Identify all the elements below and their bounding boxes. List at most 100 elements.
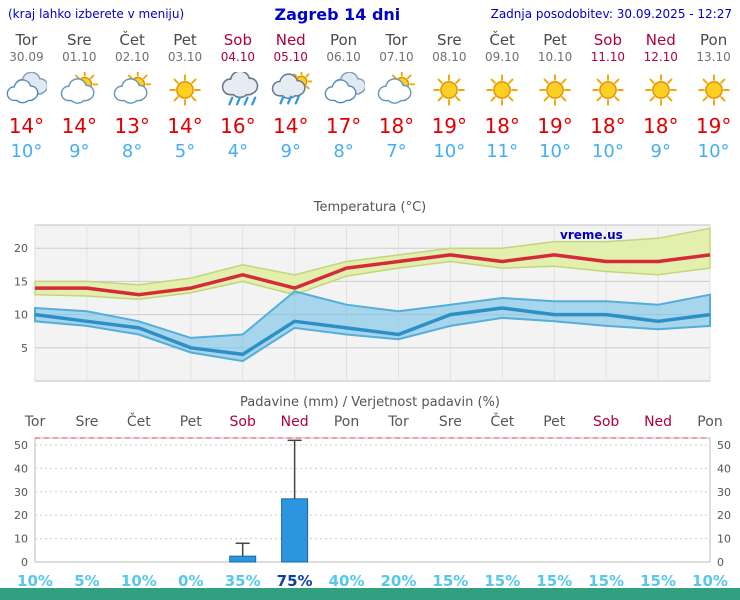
weather-icon: [687, 70, 740, 110]
cloudy-icon: [7, 72, 48, 104]
precip-day-label: Ned: [280, 414, 309, 430]
temp-min: 9°: [650, 141, 671, 163]
svg-text:10: 10: [14, 309, 28, 322]
forecast-day[interactable]: Pet 03.10 14° 5°: [159, 28, 212, 166]
forecast-day[interactable]: Čet 02.10 13° 8°: [106, 28, 159, 166]
temp-min: 10°: [539, 141, 571, 163]
sunny-icon: [592, 74, 624, 106]
day-date: 30.09: [9, 50, 44, 65]
cloudy-icon: [324, 72, 365, 104]
weather-icon: [106, 70, 159, 110]
precip-probability: 15%: [432, 572, 469, 590]
forecast-day[interactable]: Sob 11.10 18° 10°: [581, 28, 634, 166]
precip-day-label: Čet: [126, 414, 151, 430]
precip-bar: [281, 498, 309, 563]
temperature-chart-section: Temperatura (°C) 5 10 15 20 vreme.us: [0, 200, 740, 393]
temp-min: 10°: [591, 141, 624, 163]
temp-min: 10°: [697, 141, 730, 163]
temperature-chart: 5 10 15 20 vreme.us: [14, 224, 711, 382]
temp-min: 10°: [10, 141, 43, 163]
forecast-day[interactable]: Tor 07.10 18° 7°: [370, 28, 423, 166]
sunny-icon: [169, 74, 201, 106]
rain-icon: [221, 72, 259, 106]
last-updated: Zadnja posodobitev: 30.09.2025 - 12:27: [490, 7, 732, 21]
temp-min: 7°: [386, 141, 407, 163]
day-date: 10.10: [537, 50, 573, 65]
forecast-day[interactable]: Čet 09.10 18° 11°: [476, 28, 529, 166]
day-date: 04.10: [220, 50, 256, 65]
day-name: Pet: [173, 31, 197, 49]
day-date: 02.10: [114, 50, 150, 65]
partly-cloudy-icon: [378, 72, 416, 105]
day-name: Pet: [543, 31, 567, 49]
svg-text:50: 50: [14, 439, 28, 452]
weather-icon: [529, 70, 582, 110]
svg-text:5: 5: [21, 342, 28, 355]
weather-icon: [317, 70, 370, 110]
precip-probability: 15%: [588, 572, 625, 590]
precip-probability: 20%: [380, 572, 417, 590]
menu-hint: (kraj lahko izberete v meniju): [8, 7, 185, 21]
header: (kraj lahko izberete v meniju) Zagreb 14…: [0, 0, 740, 24]
svg-text:0: 0: [717, 556, 724, 568]
precip-day-label: Pon: [697, 414, 723, 430]
sunny-icon: [486, 74, 518, 106]
precip-probability-row: 10% 5% 10% 0% 35% 75% 40% 20% 15% 15% 15% 15% 15% 10%: [0, 572, 740, 590]
forecast-day[interactable]: Ned 12.10 18° 9°: [634, 28, 687, 166]
day-date: 01.10: [62, 50, 97, 65]
day-name: Tor: [385, 31, 408, 49]
forecast-day[interactable]: Sre 08.10 19° 10°: [423, 28, 476, 166]
temp-max: 14°: [167, 114, 203, 139]
svg-text:10: 10: [717, 533, 731, 546]
forecast-day[interactable]: Ned 05.10 14° 9°: [264, 28, 317, 166]
precip-day-label: Čet: [490, 414, 515, 430]
forecast-day[interactable]: Tor 30.09 14° 10°: [0, 28, 53, 166]
temp-max: 19°: [695, 114, 732, 139]
precip-probability: 15%: [640, 572, 677, 590]
day-date: 06.10: [326, 50, 361, 65]
forecast-day[interactable]: Sob 04.10 16° 4°: [211, 28, 264, 166]
svg-text:20: 20: [14, 509, 28, 522]
temp-max: 19°: [431, 114, 468, 139]
rain-sun-icon: [271, 72, 312, 105]
precip-probability: 35%: [224, 572, 261, 590]
day-name: Sob: [223, 31, 252, 49]
forecast-day[interactable]: Pon 06.10 17° 8°: [317, 28, 370, 166]
weather-icon: [211, 70, 264, 110]
temp-max-line: [35, 253, 711, 297]
precip-probability: 0%: [178, 572, 204, 590]
temp-min-band: [34, 290, 711, 363]
forecast-day[interactable]: Sre 01.10 14° 9°: [53, 28, 106, 166]
svg-text:30: 30: [14, 486, 28, 499]
partly-cloudy-icon: [113, 72, 152, 105]
temp-min: 9°: [69, 141, 90, 163]
weather-icon: [370, 70, 423, 110]
sunny-icon: [644, 74, 677, 106]
svg-text:10: 10: [14, 533, 28, 546]
precip-day-label: Tor: [24, 414, 46, 430]
day-name: Tor: [15, 31, 38, 49]
precip-probability: 15%: [484, 572, 521, 590]
temp-max: 16°: [220, 114, 256, 139]
forecast-day[interactable]: Pet 10.10 19° 10°: [529, 28, 582, 166]
page-title: Zagreb 14 dni: [274, 4, 401, 24]
svg-text:20: 20: [14, 242, 28, 255]
day-date: 11.10: [590, 50, 626, 65]
precip-probability: 10%: [692, 572, 728, 590]
weather-icon: [159, 70, 212, 110]
precip-day-label: Tor: [388, 414, 409, 430]
temp-max: 13°: [114, 114, 150, 139]
temp-max: 18°: [378, 114, 415, 139]
day-name: Sre: [437, 31, 462, 49]
temp-min: 8°: [121, 141, 143, 163]
forecast-day[interactable]: Pon 13.10 19° 10°: [687, 28, 740, 166]
precip-day-label: Pon: [333, 414, 360, 430]
precip-day-label: Ned: [644, 414, 673, 430]
weather-icon: [0, 70, 53, 110]
precip-day-labels: Tor Sre Čet Pet Sob Ned Pon Tor Sre Čet Pet Sob Ned P…: [0, 412, 740, 434]
precip-probability: 40%: [328, 572, 365, 590]
precip-probability: 5%: [74, 572, 100, 590]
day-date: 12.10: [643, 50, 678, 65]
forecast-strip: Tor 30.09 14° 10° Sre 01.10 14° 9° Čet 02.10 13° 8°…: [0, 24, 740, 166]
sunny-icon: [697, 74, 730, 106]
